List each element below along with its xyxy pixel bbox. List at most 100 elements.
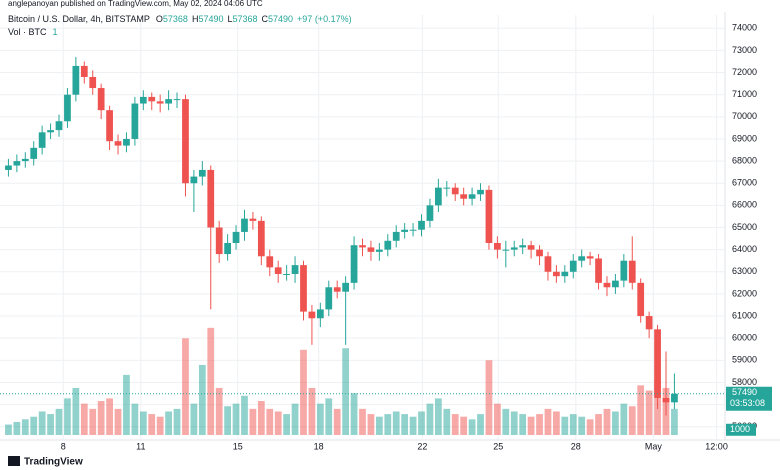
candle-body: [5, 165, 12, 170]
volume-bar: [114, 408, 122, 435]
candle-body: [586, 256, 594, 259]
price-tag-label: 57490: [732, 387, 757, 397]
candle-body: [308, 311, 316, 319]
candle-body: [274, 267, 282, 274]
volume-bar: [182, 338, 189, 435]
candle-body: [182, 99, 189, 184]
volume-bar: [283, 414, 290, 435]
candle-body: [333, 287, 341, 292]
price-tag: [726, 386, 772, 411]
volume-bar: [426, 403, 434, 435]
ohlc-key: L: [227, 14, 232, 24]
grid: [0, 15, 725, 440]
x-tick-label: 15: [233, 441, 243, 451]
x-tick-label: 11: [136, 441, 145, 451]
candle-body: [13, 161, 21, 166]
candle-body: [367, 247, 375, 252]
volume-bar: [257, 401, 265, 435]
byline: anglepanoyan published on TradingView.co…: [8, 0, 263, 8]
ohlc-value: 57368: [163, 14, 188, 24]
legend-line: Bitcoin / U.S. Dollar, 4h, BITSTAMP O5736…: [8, 14, 352, 24]
volume-bar: [215, 387, 223, 435]
volume-bar: [123, 374, 130, 435]
candle-body: [569, 260, 577, 272]
volume-bar: [367, 414, 375, 435]
change: +97 (+0.17%): [297, 14, 352, 24]
volume-bar: [207, 327, 215, 435]
candle-body: [536, 249, 543, 257]
volume-bar: [21, 419, 29, 435]
candle-body: [595, 258, 602, 283]
candle-body: [451, 187, 459, 195]
volume-bar: [342, 348, 350, 435]
ohlc-key: C: [262, 14, 269, 24]
volume-bar: [156, 416, 164, 435]
volume-bar: [485, 360, 493, 435]
y-tick-label: 68000: [732, 155, 757, 165]
candle-body: [72, 65, 80, 95]
volume-bar: [190, 403, 198, 435]
y-tick-label: 70000: [732, 111, 757, 121]
ohlc-value: 57490: [268, 14, 293, 24]
y-tick-label: 69000: [732, 133, 757, 143]
y-tick-label: 67000: [732, 178, 757, 188]
candle-body: [350, 245, 358, 283]
volume-bar: [553, 411, 560, 435]
volume-bar: [359, 408, 366, 435]
volume-bar: [586, 419, 594, 435]
candle-body: [392, 231, 400, 241]
volume-bar: [13, 421, 21, 435]
candle-body: [485, 189, 493, 243]
candle-body: [300, 265, 307, 312]
y-tick-label: 61000: [732, 310, 757, 320]
volume-bar: [274, 411, 282, 435]
candle-body: [283, 273, 290, 275]
candle-body: [131, 103, 139, 139]
volume-bar: [241, 395, 248, 435]
volume-bar: [561, 416, 569, 435]
candle-body: [165, 99, 172, 104]
volume-bar: [139, 411, 147, 435]
volume-bar: [97, 401, 105, 435]
volume-bar: [47, 414, 54, 435]
volume-bar: [443, 408, 451, 435]
candle-body: [30, 147, 38, 159]
candle-body: [38, 132, 46, 148]
volume-bar: [232, 403, 240, 435]
ohlc-value: 57368: [232, 14, 257, 24]
volume-bar: [401, 414, 409, 435]
candle-body: [628, 260, 636, 283]
volume-bar: [536, 414, 543, 435]
x-tick-label: 22: [417, 441, 427, 451]
volume-label: Vol · BTC: [8, 27, 47, 37]
volume-bar: [603, 408, 611, 435]
candle-body: [418, 220, 425, 230]
volume-legend: Vol · BTC 1: [8, 27, 58, 37]
volume-bar: [249, 408, 257, 435]
candle-body: [64, 94, 71, 122]
volume-bar: [595, 414, 602, 435]
ohlc-key: O: [156, 14, 163, 24]
candle-body: [359, 245, 366, 248]
candle-body: [544, 256, 552, 272]
y2-tick-label: 1000: [730, 424, 750, 434]
volume-bar: [316, 403, 324, 435]
candle-body: [232, 231, 240, 243]
candle-body: [375, 249, 383, 252]
candle-body: [654, 329, 661, 398]
volume-bar: [519, 414, 527, 435]
volume-bar: [224, 406, 231, 435]
candle-body: [561, 271, 569, 277]
candle-body: [190, 176, 198, 184]
volume-bar: [502, 408, 510, 435]
candle-body: [114, 141, 122, 146]
candle-body: [47, 130, 54, 133]
candle-body: [519, 245, 527, 248]
candle-body: [401, 229, 409, 232]
volume-value: 1: [53, 27, 58, 37]
candle-body: [89, 76, 97, 89]
volume-bar: [451, 414, 459, 435]
volume-bar: [418, 411, 425, 435]
volume-bar: [544, 408, 552, 435]
